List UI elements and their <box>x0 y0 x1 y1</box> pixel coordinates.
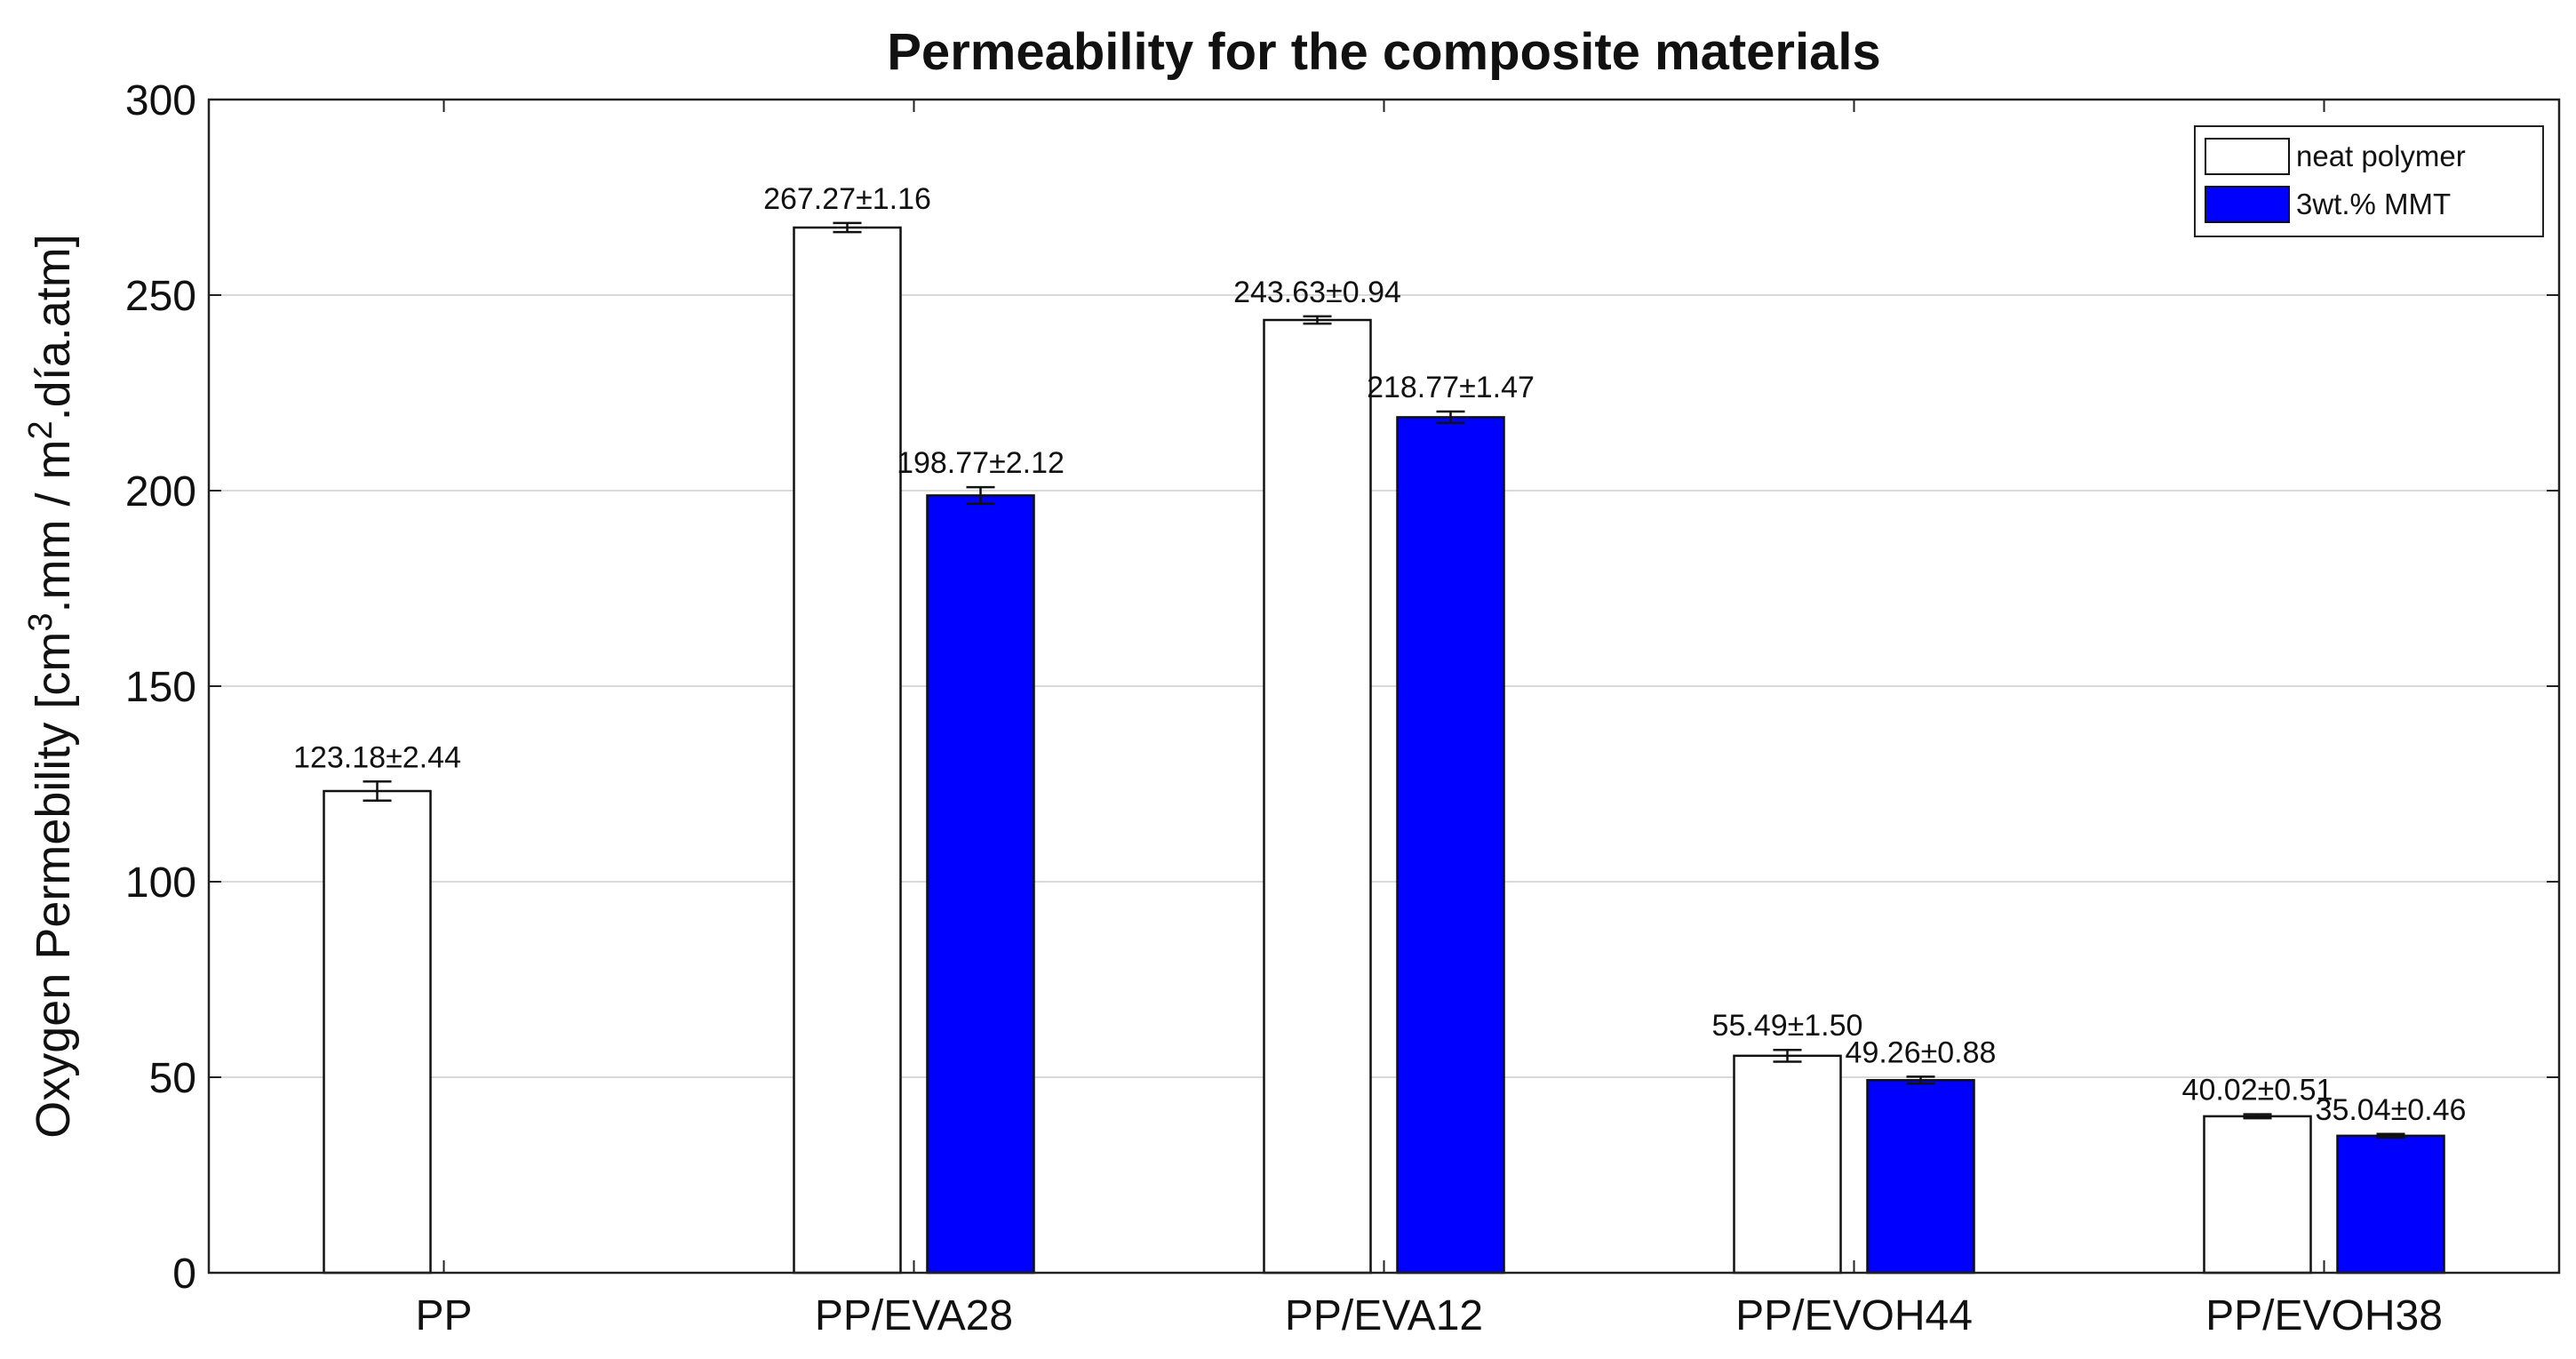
y-label-part: .mm / m <box>27 439 80 612</box>
bar-pp-evoh38-neat <box>2203 1115 2312 1275</box>
bar-pp-eva12-mmt <box>1396 416 1505 1275</box>
y-tick-label: 300 <box>125 77 196 124</box>
x-category-label: PP/EVOH38 <box>2205 1292 2443 1339</box>
y-tick-label: 100 <box>125 859 196 907</box>
y-label-part: Oxygen Permebility [cm <box>27 632 80 1139</box>
y-tick-label: 50 <box>149 1055 196 1102</box>
x-category-label: PP <box>415 1292 472 1339</box>
y-tick-label: 150 <box>125 664 196 711</box>
legend-label: neat polymer <box>2296 140 2466 172</box>
data-labels: 123.18±2.44 267.27±1.16 198.77±2.12 243.63±… <box>293 182 2466 1127</box>
y-tick-label: 0 <box>172 1251 196 1298</box>
legend-label: 3wt.% MMT <box>2296 188 2451 220</box>
bar-pp-evoh38-mmt <box>2336 1134 2445 1275</box>
legend-swatch <box>2205 186 2290 223</box>
chart-title: Permeability for the composite materials <box>887 23 1880 81</box>
bar-pp-eva28-mmt <box>926 494 1035 1275</box>
data-label: 243.63±0.94 <box>1233 276 1401 309</box>
bar-pp-evoh44-neat <box>1733 1054 1842 1275</box>
grid-lines <box>209 294 2559 1078</box>
legend-swatch <box>2205 138 2290 175</box>
data-label: 40.02±0.51 <box>2182 1074 2333 1107</box>
data-label: 198.77±2.12 <box>897 446 1065 480</box>
bar-pp-eva12-neat <box>1263 318 1372 1275</box>
plot-frame <box>207 98 2561 1275</box>
y-tick-label: 200 <box>125 468 196 516</box>
x-category-label: PP/EVOH44 <box>1735 1292 1973 1339</box>
x-category-label: PP/EVA28 <box>815 1292 1013 1339</box>
axes: 0 50 100 150 200 250 300 PP PP/EVA28 PP/EVA12 PP/E… <box>125 77 2561 1339</box>
data-label: 267.27±1.16 <box>763 182 931 216</box>
legend: neat polymer 3wt.% MMT <box>2194 125 2544 237</box>
data-label: 49.26±0.88 <box>1846 1035 1997 1069</box>
y-label-superscript: 2 <box>22 420 60 439</box>
x-category-label: PP/EVA12 <box>1285 1292 1483 1339</box>
y-axis-label: Oxygen Permebility [cm3.mm / m2.día.atm] <box>22 234 80 1139</box>
y-label-superscript: 3 <box>22 612 60 631</box>
bar-pp-evoh44-mmt <box>1866 1079 1975 1275</box>
y-label-part: .día.atm] <box>27 234 80 420</box>
data-label: 35.04±0.46 <box>2316 1093 2467 1127</box>
bar-pp-neat <box>323 789 432 1275</box>
y-tick-label: 250 <box>125 273 196 320</box>
bar-pp-eva28-neat <box>793 226 902 1275</box>
data-label: 55.49±1.50 <box>1712 1009 1863 1043</box>
bars <box>323 221 2445 1275</box>
data-label: 123.18±2.44 <box>293 740 461 774</box>
data-label: 218.77±1.47 <box>1367 371 1535 404</box>
